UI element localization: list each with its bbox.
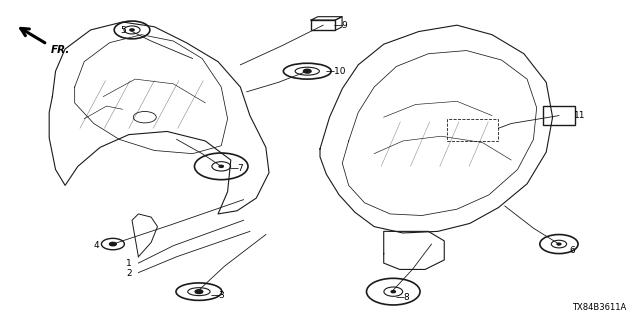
- Text: 5: 5: [120, 26, 125, 35]
- Text: TX84B3611A: TX84B3611A: [572, 303, 626, 312]
- Circle shape: [130, 29, 134, 31]
- Circle shape: [557, 243, 561, 245]
- Text: —7: —7: [230, 164, 244, 173]
- Circle shape: [391, 291, 396, 293]
- Text: 6: 6: [570, 246, 575, 255]
- Circle shape: [303, 69, 311, 73]
- Circle shape: [109, 242, 116, 246]
- Circle shape: [219, 165, 223, 167]
- Text: 1: 1: [126, 259, 132, 268]
- Text: 2: 2: [126, 269, 132, 278]
- Text: —3: —3: [211, 291, 225, 300]
- Bar: [447, 119, 499, 141]
- Text: —10: —10: [325, 67, 346, 76]
- Text: —9: —9: [334, 21, 349, 30]
- Bar: [311, 20, 335, 30]
- Text: FR.: FR.: [51, 45, 70, 55]
- Text: —8: —8: [395, 292, 410, 301]
- Text: 11: 11: [573, 111, 585, 120]
- Bar: [543, 106, 575, 125]
- Circle shape: [195, 290, 203, 293]
- Text: 4: 4: [94, 241, 100, 250]
